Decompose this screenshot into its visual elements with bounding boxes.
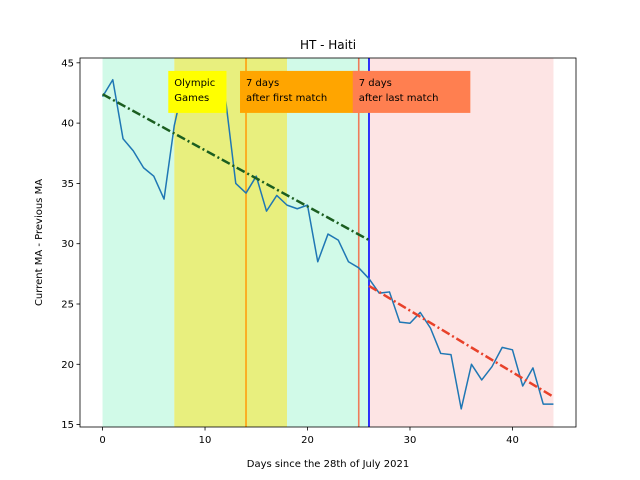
y-tick-label-40: 40 [61, 119, 74, 130]
y-axis-ticks: 15 20 25 30 35 40 45 [61, 58, 80, 431]
trend-lines [101, 93, 555, 398]
shaded-region-2 [287, 58, 369, 427]
annotation-text-2-1: after last match [359, 93, 439, 104]
annotation-text-0-0: Olympic [174, 78, 215, 89]
x-tick-label-40: 40 [506, 435, 519, 446]
y-tick-label-20: 20 [61, 360, 74, 371]
y-tick-label-35: 35 [61, 179, 74, 190]
x-axis-label: Days since the 28th of July 2021 [247, 459, 409, 470]
shaded-region-0 [102, 58, 175, 427]
x-tick-label-0: 0 [99, 435, 105, 446]
plot-frame [79, 57, 577, 428]
y-tick-label-30: 30 [61, 239, 74, 250]
annotation-text-1-1: after first match [246, 93, 327, 104]
shaded-region-3 [368, 58, 554, 427]
y-tick-label-45: 45 [61, 58, 74, 69]
annotation-box-2 [352, 70, 471, 113]
annotation-text-1-0: 7 days [246, 78, 279, 89]
annotations: Olympic Games 7 days after first match 7 day… [168, 70, 471, 113]
x-tick-label-20: 20 [301, 435, 314, 446]
annotation-text-2-0: 7 days [359, 78, 392, 89]
shaded-region-1 [174, 58, 288, 427]
x-tick-label-10: 10 [199, 435, 212, 446]
event-lines [245, 58, 370, 427]
annotation-box-1 [240, 70, 365, 113]
trend-line-1 [368, 284, 555, 398]
y-tick-label-15: 15 [61, 420, 74, 431]
annotation-box-0 [168, 70, 227, 113]
y-tick-label-25: 25 [61, 300, 74, 311]
x-axis-ticks: 0 10 20 30 40 [99, 427, 519, 446]
y-axis-label: Current MA - Previous MA [34, 179, 45, 306]
annotation-text-0-1: Games [174, 93, 209, 104]
shaded-regions [102, 58, 554, 427]
chart-title: HT - Haiti [300, 38, 356, 52]
x-tick-label-30: 30 [404, 435, 417, 446]
